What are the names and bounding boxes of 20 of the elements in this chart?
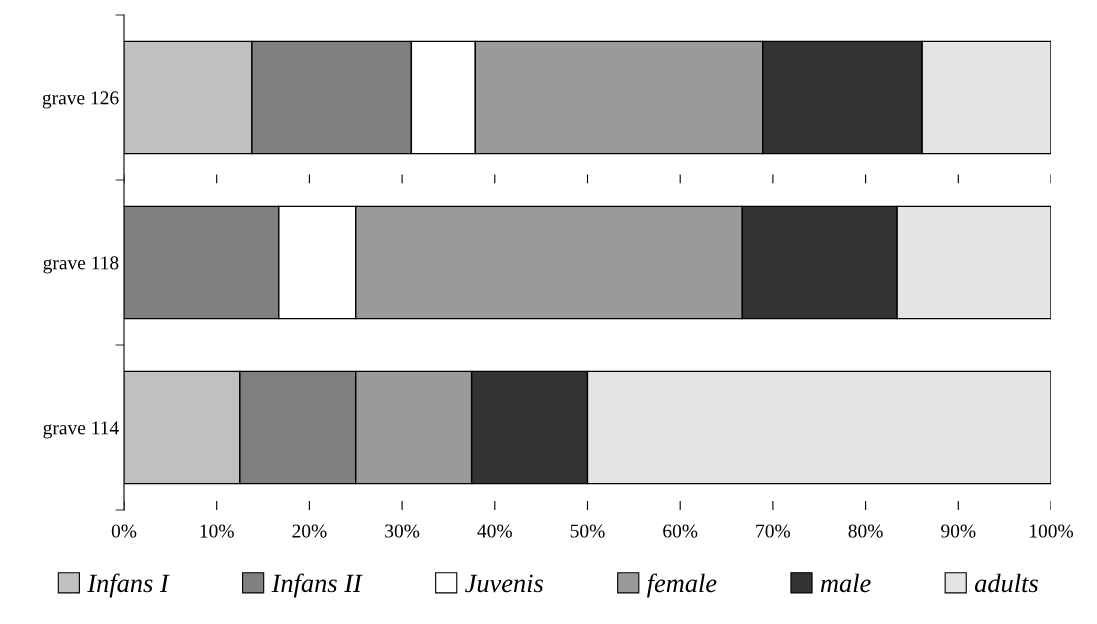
x-tick-label: 20%	[292, 524, 327, 538]
x-tick-label: 90%	[941, 524, 976, 538]
x-tick-label: 100%	[1030, 524, 1074, 538]
legend-label: adults	[974, 573, 1038, 593]
x-tick-label: 50%	[570, 524, 605, 538]
x-tick-label: 10%	[200, 524, 234, 538]
y-tick-label: grave 114	[43, 421, 119, 439]
x-tick-label: 70%	[756, 524, 791, 538]
y-tick-label: grave 118	[43, 256, 119, 274]
x-tick-label: 30%	[385, 524, 420, 538]
legend-label: Infans II	[271, 573, 363, 598]
x-tick-label: 60%	[663, 524, 698, 538]
legend-label: female	[647, 573, 717, 598]
legend-label: Juvenis	[465, 574, 543, 593]
y-tick-label: grave 126	[42, 91, 119, 109]
legend-label: male	[820, 573, 871, 593]
x-tick-label: 80%	[848, 524, 883, 538]
legend-label: Infans I	[87, 573, 170, 598]
x-tick-label: 0%	[111, 524, 137, 538]
x-tick-label: 40%	[477, 524, 512, 538]
